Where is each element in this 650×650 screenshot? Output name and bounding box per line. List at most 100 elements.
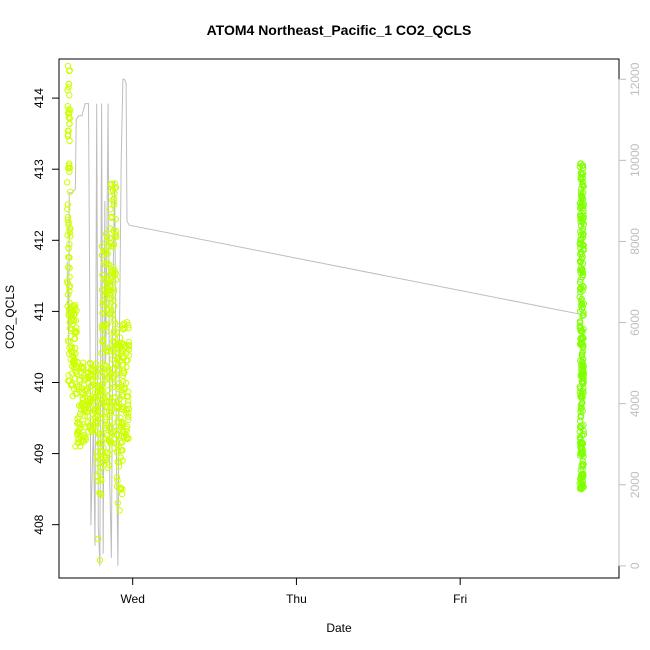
- y2-tick-label: 6000: [628, 309, 642, 336]
- data-point: [65, 165, 72, 172]
- data-point: [99, 326, 106, 333]
- data-point: [110, 227, 117, 234]
- data-point: [102, 398, 110, 405]
- y-tick-label: 411: [32, 302, 46, 321]
- data-point: [577, 160, 584, 167]
- data-point: [577, 478, 585, 486]
- data-point: [576, 318, 584, 325]
- data-point: [113, 329, 120, 336]
- data-point: [116, 380, 123, 387]
- data-point: [89, 427, 96, 434]
- data-point: [580, 311, 587, 319]
- data-point: [577, 412, 584, 419]
- data-point: [119, 485, 126, 493]
- data-point: [111, 233, 118, 240]
- data-point: [98, 243, 106, 250]
- data-point: [576, 423, 584, 430]
- data-point: [94, 377, 102, 384]
- data-point: [99, 271, 106, 279]
- data-point: [119, 378, 127, 385]
- data-point: [65, 114, 73, 121]
- data-point: [124, 357, 131, 364]
- data-point: [69, 321, 76, 328]
- data-point: [102, 321, 109, 328]
- y-tick-label: 408: [32, 514, 46, 534]
- data-point: [95, 431, 103, 438]
- data-point: [123, 434, 131, 441]
- data-point: [102, 261, 109, 268]
- data-point: [102, 453, 109, 460]
- data-point: [113, 474, 121, 481]
- data-point: [107, 180, 115, 188]
- data-point: [64, 179, 71, 186]
- data-point: [579, 380, 587, 388]
- data-point: [104, 259, 111, 266]
- data-point: [579, 451, 586, 458]
- data-point: [109, 196, 116, 204]
- x-axis: Wed Thu Fri: [120, 577, 467, 606]
- data-point: [115, 355, 123, 362]
- data-point: [114, 499, 122, 507]
- data-point: [66, 229, 74, 236]
- data-point: [65, 84, 72, 91]
- data-point: [110, 296, 117, 304]
- data-point: [577, 357, 584, 364]
- data-point: [120, 321, 127, 329]
- data-point: [580, 389, 587, 396]
- data-point: [579, 334, 587, 342]
- data-point: [577, 340, 585, 347]
- data-point: [125, 410, 132, 417]
- data-point: [119, 348, 127, 355]
- data-point: [65, 110, 73, 117]
- data-point: [99, 458, 106, 465]
- data-point: [111, 180, 118, 187]
- data-point: [579, 179, 586, 186]
- data-point: [103, 289, 110, 297]
- data-point: [119, 457, 126, 464]
- data-point: [125, 416, 132, 423]
- data-point: [110, 263, 117, 270]
- x-tick-label: Thu: [286, 592, 307, 606]
- data-point: [91, 389, 99, 396]
- data-point: [580, 214, 587, 221]
- data-point: [80, 359, 87, 366]
- altitude-line: [66, 78, 583, 566]
- data-point: [117, 439, 124, 446]
- data-point: [577, 205, 584, 212]
- data-point: [110, 372, 117, 380]
- data-point: [107, 348, 115, 355]
- data-point: [98, 491, 105, 498]
- data-point: [109, 384, 117, 391]
- data-point: [102, 456, 110, 464]
- data-point: [103, 276, 110, 283]
- data-point: [79, 394, 87, 402]
- data-point: [66, 92, 73, 99]
- y2-tick-label: 12000: [628, 62, 642, 96]
- data-point: [65, 106, 72, 113]
- data-point: [123, 344, 131, 352]
- x-tick-label: Wed: [120, 592, 144, 606]
- data-point: [577, 445, 584, 452]
- data-point: [88, 397, 95, 405]
- data-point: [107, 440, 114, 447]
- data-point: [580, 284, 587, 291]
- data-point: [99, 391, 107, 399]
- data-point: [101, 310, 109, 317]
- y-axis-left: 408 409 410 411 412 413 414: [32, 88, 60, 535]
- data-point: [69, 314, 76, 321]
- data-point: [72, 329, 79, 336]
- y2-tick-label: 10000: [628, 143, 642, 177]
- data-point: [105, 367, 112, 374]
- data-point: [95, 535, 102, 543]
- data-point: [107, 206, 114, 213]
- data-point: [116, 334, 124, 341]
- y-tick-label: 413: [32, 159, 46, 179]
- data-point: [120, 421, 127, 428]
- data-point: [113, 431, 121, 438]
- data-point: [72, 443, 79, 450]
- data-point: [98, 439, 105, 446]
- data-point: [98, 477, 105, 484]
- y-tick-label: 412: [32, 230, 46, 250]
- data-point: [119, 447, 126, 454]
- data-point: [66, 288, 73, 295]
